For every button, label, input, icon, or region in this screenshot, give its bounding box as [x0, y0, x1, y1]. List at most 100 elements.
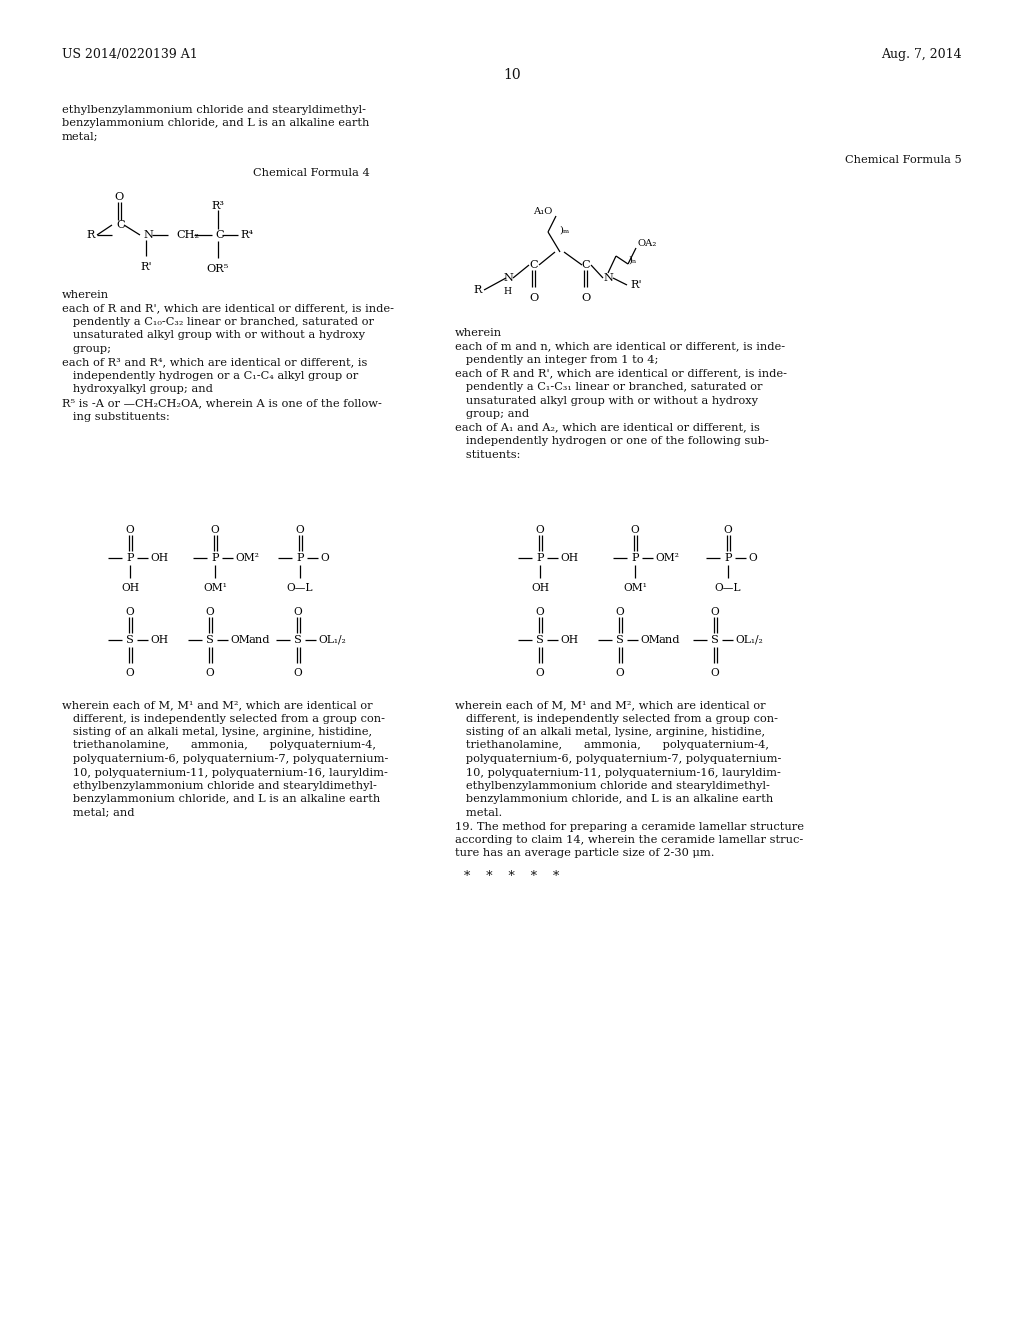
Text: O: O	[536, 525, 545, 535]
Text: O: O	[211, 525, 219, 535]
Text: ture has an average particle size of 2-30 μm.: ture has an average particle size of 2-3…	[455, 849, 715, 858]
Text: N: N	[603, 273, 613, 282]
Text: S: S	[711, 635, 719, 645]
Text: triethanolamine,      ammonia,      polyquaternium-4,: triethanolamine, ammonia, polyquaternium…	[455, 741, 769, 751]
Text: pendently a C₁₀-C₃₂ linear or branched, saturated or: pendently a C₁₀-C₃₂ linear or branched, …	[62, 317, 374, 327]
Text: P: P	[724, 553, 732, 564]
Text: R⁴: R⁴	[240, 230, 253, 240]
Text: C: C	[582, 260, 590, 271]
Text: pendently an integer from 1 to 4;: pendently an integer from 1 to 4;	[455, 355, 658, 366]
Text: pendently a C₁-C₃₁ linear or branched, saturated or: pendently a C₁-C₃₁ linear or branched, s…	[455, 381, 763, 392]
Text: 10: 10	[503, 69, 521, 82]
Text: *    *    *    *    *: * * * * *	[464, 870, 560, 883]
Text: OM¹: OM¹	[203, 583, 227, 593]
Text: benzylammonium chloride, and L is an alkaline earth: benzylammonium chloride, and L is an alk…	[62, 119, 370, 128]
Text: Aug. 7, 2014: Aug. 7, 2014	[882, 48, 962, 61]
Text: unsaturated alkyl group with or without a hydroxy: unsaturated alkyl group with or without …	[62, 330, 365, 341]
Text: ethylbenzylammonium chloride and stearyldimethyl-: ethylbenzylammonium chloride and stearyl…	[62, 781, 377, 791]
Text: A₁O: A₁O	[532, 207, 552, 216]
Text: R': R'	[630, 280, 642, 290]
Text: S: S	[536, 635, 544, 645]
Text: O: O	[126, 525, 134, 535]
Text: OH: OH	[121, 583, 139, 593]
Text: metal.: metal.	[455, 808, 502, 818]
Text: each of R and R', which are identical or different, is inde-: each of R and R', which are identical or…	[62, 304, 394, 314]
Text: OR⁵: OR⁵	[207, 264, 229, 275]
Text: according to claim 14, wherein the ceramide lamellar struc-: according to claim 14, wherein the ceram…	[455, 836, 803, 845]
Text: benzylammonium chloride, and L is an alkaline earth: benzylammonium chloride, and L is an alk…	[62, 795, 380, 804]
Text: P: P	[537, 553, 544, 564]
Text: O—L: O—L	[287, 583, 313, 593]
Text: ing substituents:: ing substituents:	[62, 412, 170, 421]
Text: C: C	[116, 220, 125, 230]
Text: 10, polyquaternium-11, polyquaternium-16, lauryldim-: 10, polyquaternium-11, polyquaternium-16…	[62, 767, 388, 777]
Text: S: S	[616, 635, 624, 645]
Text: OM²: OM²	[234, 553, 259, 564]
Text: stituents:: stituents:	[455, 450, 520, 459]
Text: polyquaternium-6, polyquaternium-7, polyquaternium-: polyquaternium-6, polyquaternium-7, poly…	[62, 754, 388, 764]
Text: OH: OH	[530, 583, 549, 593]
Text: hydroxyalkyl group; and: hydroxyalkyl group; and	[62, 384, 213, 395]
Text: S: S	[206, 635, 214, 645]
Text: O: O	[319, 553, 329, 564]
Text: OA₂: OA₂	[638, 239, 657, 248]
Text: )ₙ: )ₙ	[628, 256, 636, 264]
Text: wherein each of M, M¹ and M², which are identical or: wherein each of M, M¹ and M², which are …	[455, 700, 766, 710]
Text: different, is independently selected from a group con-: different, is independently selected fro…	[455, 714, 778, 723]
Text: Chemical Formula 5: Chemical Formula 5	[845, 154, 962, 165]
Text: N: N	[503, 273, 513, 282]
Text: O: O	[536, 668, 545, 678]
Text: OH: OH	[560, 635, 579, 645]
Text: S: S	[126, 635, 134, 645]
Text: S: S	[294, 635, 302, 645]
Text: N: N	[143, 230, 153, 240]
Text: R': R'	[140, 261, 152, 272]
Text: OM¹: OM¹	[623, 583, 647, 593]
Text: R: R	[86, 230, 95, 240]
Text: US 2014/0220139 A1: US 2014/0220139 A1	[62, 48, 198, 61]
Text: group;: group;	[62, 345, 111, 354]
Text: C: C	[215, 230, 223, 240]
Text: OL₁/₂: OL₁/₂	[735, 635, 763, 645]
Text: )ₘ: )ₘ	[559, 226, 569, 235]
Text: independently hydrogen or one of the following sub-: independently hydrogen or one of the fol…	[455, 436, 769, 446]
Text: OH: OH	[150, 553, 168, 564]
Text: O: O	[126, 607, 134, 616]
Text: O: O	[206, 668, 214, 678]
Text: H: H	[504, 286, 512, 296]
Text: and: and	[658, 635, 680, 645]
Text: O: O	[115, 191, 124, 202]
Text: O: O	[724, 525, 732, 535]
Text: wherein: wherein	[455, 327, 502, 338]
Text: independently hydrogen or a C₁-C₄ alkyl group or: independently hydrogen or a C₁-C₄ alkyl …	[62, 371, 358, 381]
Text: triethanolamine,      ammonia,      polyquaternium-4,: triethanolamine, ammonia, polyquaternium…	[62, 741, 376, 751]
Text: sisting of an alkali metal, lysine, arginine, histidine,: sisting of an alkali metal, lysine, argi…	[62, 727, 372, 737]
Text: P: P	[296, 553, 304, 564]
Text: OM: OM	[230, 635, 250, 645]
Text: each of m and n, which are identical or different, is inde-: each of m and n, which are identical or …	[455, 342, 785, 351]
Text: O: O	[615, 607, 625, 616]
Text: OL₁/₂: OL₁/₂	[318, 635, 346, 645]
Text: OM²: OM²	[655, 553, 679, 564]
Text: O: O	[711, 668, 720, 678]
Text: O: O	[536, 607, 545, 616]
Text: unsaturated alkyl group with or without a hydroxy: unsaturated alkyl group with or without …	[455, 396, 758, 405]
Text: and: and	[248, 635, 269, 645]
Text: O: O	[615, 668, 625, 678]
Text: group; and: group; and	[455, 409, 529, 418]
Text: R⁵ is -A or —CH₂CH₂OA, wherein A is one of the follow-: R⁵ is -A or —CH₂CH₂OA, wherein A is one …	[62, 399, 382, 408]
Text: 19. The method for preparing a ceramide lamellar structure: 19. The method for preparing a ceramide …	[455, 821, 804, 832]
Text: O: O	[529, 293, 539, 304]
Text: each of R and R', which are identical or different, is inde-: each of R and R', which are identical or…	[455, 368, 787, 379]
Text: ethylbenzylammonium chloride and stearyldimethyl-: ethylbenzylammonium chloride and stearyl…	[62, 106, 366, 115]
Text: O: O	[711, 607, 720, 616]
Text: O: O	[631, 525, 639, 535]
Text: metal; and: metal; and	[62, 808, 134, 818]
Text: O: O	[748, 553, 757, 564]
Text: OH: OH	[560, 553, 579, 564]
Text: metal;: metal;	[62, 132, 98, 143]
Text: P: P	[211, 553, 219, 564]
Text: ethylbenzylammonium chloride and stearyldimethyl-: ethylbenzylammonium chloride and stearyl…	[455, 781, 770, 791]
Text: R³: R³	[212, 201, 224, 211]
Text: OM: OM	[640, 635, 659, 645]
